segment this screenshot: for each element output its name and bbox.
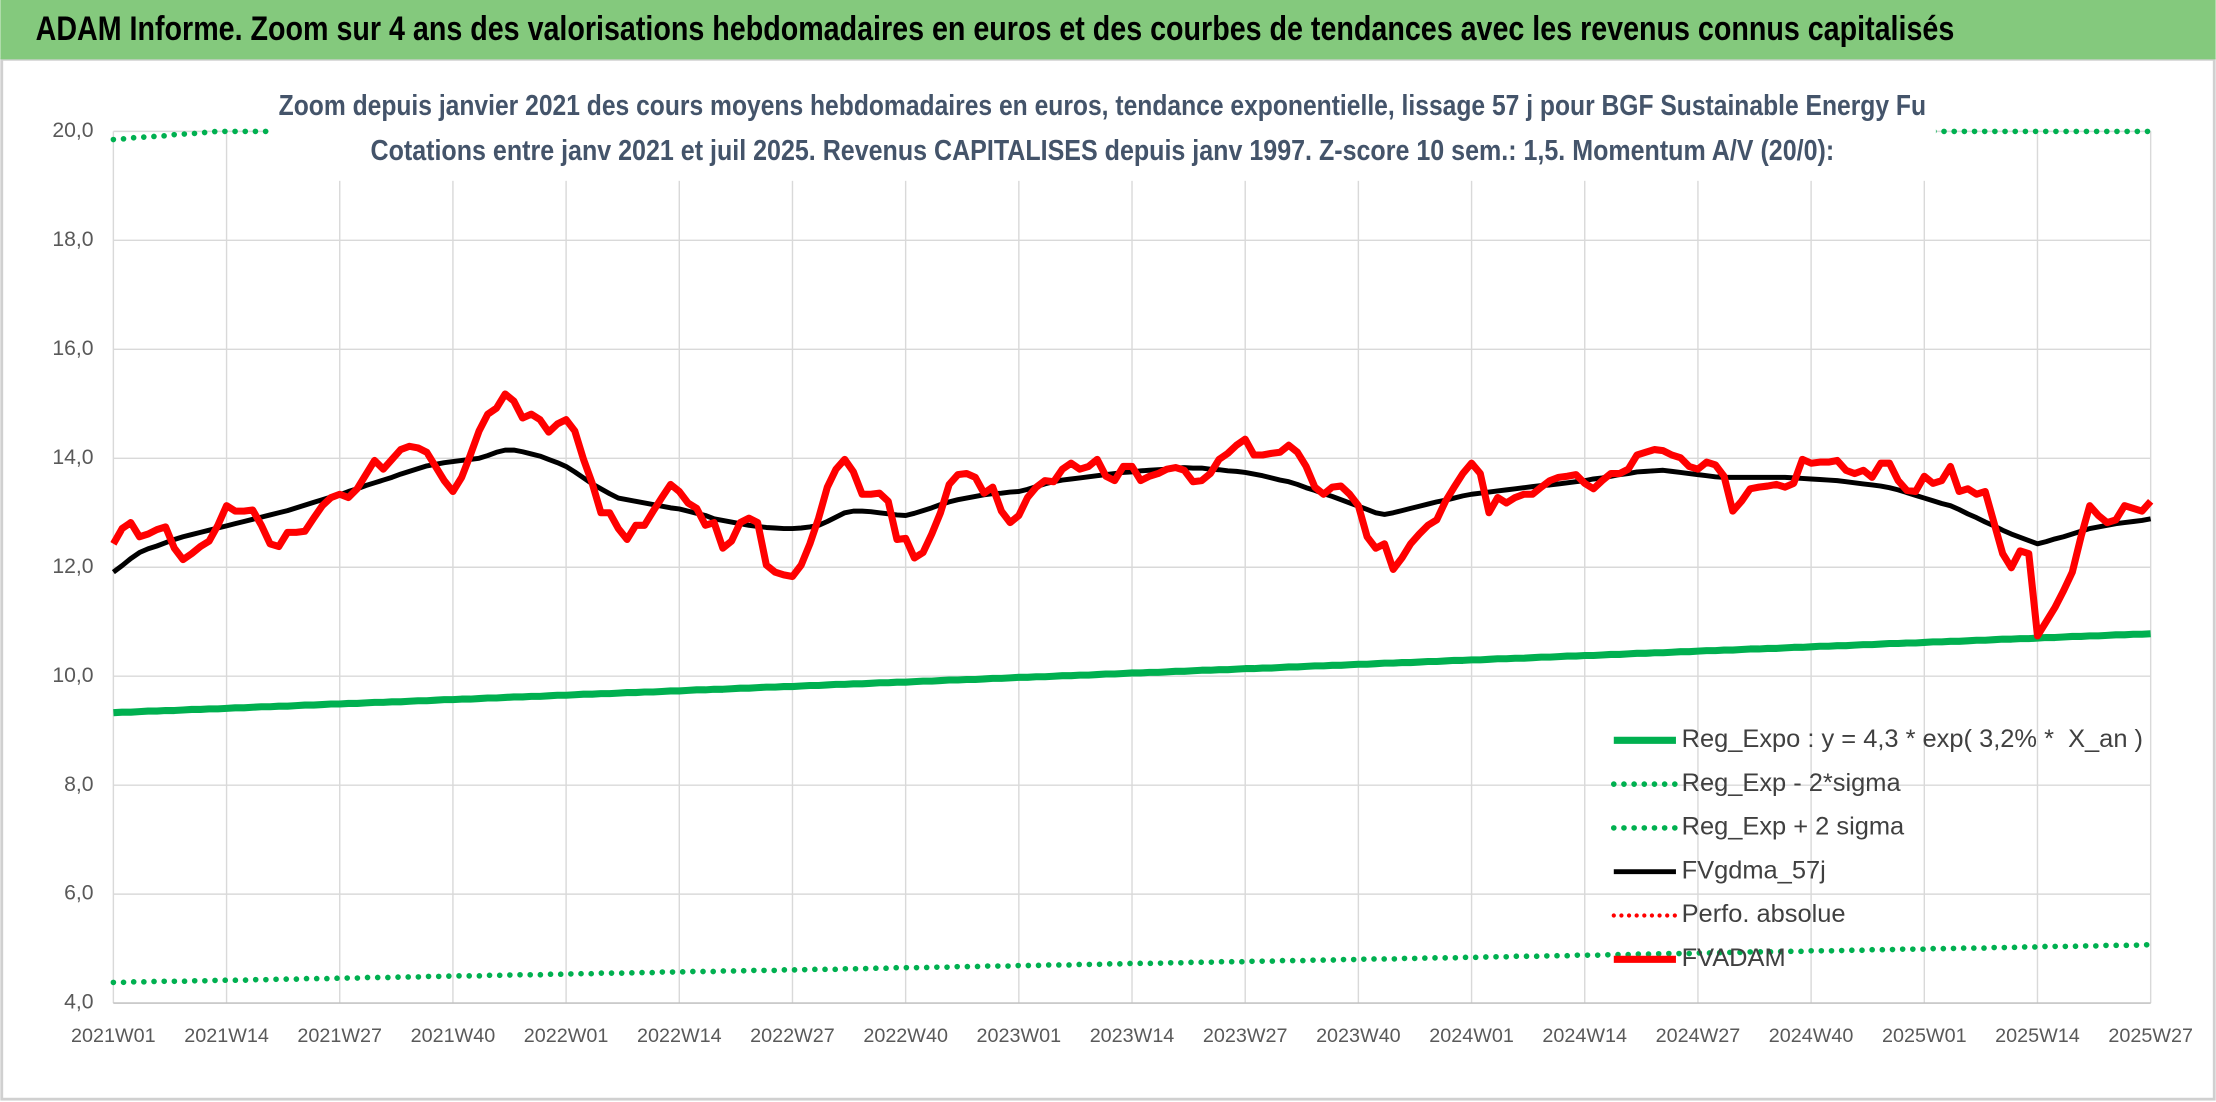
y-tick-label: 4,0 — [64, 991, 93, 1014]
title-box — [268, 81, 1936, 181]
x-tick-label: 2024W01 — [1429, 1025, 1514, 1047]
x-tick-label: 2025W14 — [1995, 1025, 2080, 1047]
x-tick-label: 2023W01 — [977, 1025, 1062, 1047]
legend-label: Reg_Exp - 2*sigma — [1682, 769, 1902, 797]
x-tick-label: 2021W14 — [184, 1025, 269, 1047]
chart-title: Zoom depuis janvier 2021 des cours moyen… — [279, 89, 1926, 121]
y-tick-label: 8,0 — [64, 773, 93, 796]
legend-label: Reg_Exp + 2 sigma — [1682, 813, 1905, 841]
legend-label: Perfo. absolue — [1682, 900, 1846, 928]
x-tick-label: 2024W27 — [1656, 1025, 1741, 1047]
legend-label: Reg_Expo : y = 4,3 * exp( 3,2% * X_an ) — [1682, 725, 2143, 753]
y-tick-label: 18,0 — [52, 228, 93, 251]
x-tick-label: 2022W14 — [637, 1025, 722, 1047]
x-tick-label: 2024W14 — [1542, 1025, 1627, 1047]
header-title: ADAM Informe. Zoom sur 4 ans des valoris… — [36, 10, 1955, 48]
legend-label: FVADAM — [1682, 944, 1786, 972]
y-tick-label: 16,0 — [52, 337, 93, 360]
x-tick-label: 2022W27 — [750, 1025, 835, 1047]
x-tick-label: 2022W40 — [863, 1025, 948, 1047]
chart-subtitle: Cotations entre janv 2021 et juil 2025. … — [371, 134, 1835, 166]
x-tick-label: 2025W27 — [2108, 1025, 2193, 1047]
x-tick-label: 2023W40 — [1316, 1025, 1401, 1047]
legend: Reg_Expo : y = 4,3 * exp( 3,2% * X_an ) R… — [1610, 725, 2143, 972]
y-tick-label: 20,0 — [52, 119, 93, 142]
x-tick-label: 2021W27 — [297, 1025, 382, 1047]
y-tick-label: 10,0 — [52, 664, 93, 687]
series-line — [113, 630, 2151, 717]
x-tick-label: 2021W40 — [411, 1025, 496, 1047]
x-tick-label: 2025W01 — [1882, 1025, 1967, 1047]
x-tick-label: 2022W01 — [524, 1025, 609, 1047]
legend-label: FVgdma_57j — [1682, 856, 1826, 884]
y-tick-label: 14,0 — [52, 446, 93, 469]
x-tick-label: 2021W01 — [71, 1025, 156, 1047]
x-tick-label: 2023W14 — [1090, 1025, 1175, 1047]
x-tick-label: 2024W40 — [1769, 1025, 1854, 1047]
x-tick-label: 2023W27 — [1203, 1025, 1288, 1047]
header-bar — [0, 0, 2216, 60]
y-tick-label: 12,0 — [52, 555, 93, 578]
series-line — [110, 941, 2154, 986]
y-tick-label: 6,0 — [64, 882, 93, 905]
series-line — [110, 390, 2154, 640]
